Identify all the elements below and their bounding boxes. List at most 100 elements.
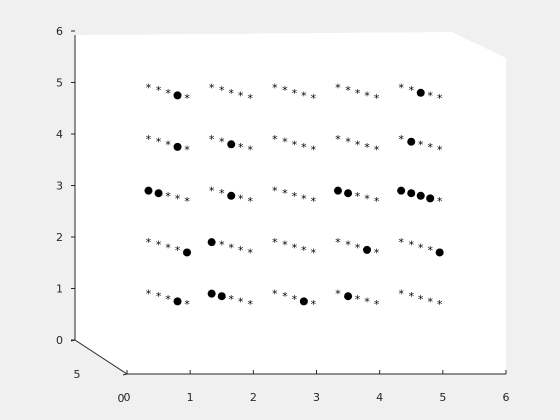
data-point-asterisk: *	[417, 293, 424, 306]
data-point-asterisk: *	[184, 143, 191, 156]
data-point-asterisk: *	[436, 298, 443, 311]
y-tick-label: 1	[56, 283, 63, 296]
data-point-asterisk: *	[398, 236, 405, 249]
depth-axis: 05	[70, 339, 128, 405]
data-point-asterisk: *	[436, 92, 443, 105]
data-point-asterisk: *	[291, 138, 298, 151]
data-point-asterisk: *	[184, 195, 191, 208]
data-point-asterisk: *	[237, 244, 244, 257]
data-point-asterisk: *	[155, 136, 162, 149]
data-point-circle	[397, 186, 406, 195]
data-point-asterisk: *	[145, 288, 152, 301]
x-tick-label: 4	[376, 391, 383, 404]
data-point-circle	[207, 289, 216, 298]
data-point-asterisk: *	[174, 244, 181, 257]
data-point-asterisk: *	[218, 136, 225, 149]
data-point-asterisk: *	[184, 298, 191, 311]
data-point-asterisk: *	[271, 236, 278, 249]
y-tick-label: 3	[56, 180, 63, 193]
data-point-asterisk: *	[271, 82, 278, 95]
y-axis: 0 1 2 3 4 5 6	[56, 25, 75, 347]
data-point-asterisk: *	[354, 87, 361, 100]
data-point-asterisk: *	[165, 87, 172, 100]
data-point-asterisk: *	[184, 92, 191, 105]
data-point-asterisk: *	[364, 192, 371, 205]
y-tick-label: 4	[56, 128, 63, 141]
data-point-asterisk: *	[155, 84, 162, 97]
data-point-asterisk: *	[145, 236, 152, 249]
data-point-asterisk: *	[218, 239, 225, 252]
data-point-asterisk: *	[354, 138, 361, 151]
data-point-asterisk: *	[373, 195, 380, 208]
data-point-asterisk: *	[291, 293, 298, 306]
data-point-asterisk: *	[408, 84, 415, 97]
data-point-asterisk: *	[310, 298, 317, 311]
data-point-asterisk: *	[335, 236, 342, 249]
data-point-asterisk: *	[155, 290, 162, 303]
data-point-asterisk: *	[427, 141, 434, 154]
data-point-asterisk: *	[417, 138, 424, 151]
data-point-asterisk: *	[345, 239, 352, 252]
data-point-asterisk: *	[271, 133, 278, 146]
data-point-asterisk: *	[165, 190, 172, 203]
data-point-circle	[299, 297, 308, 306]
data-point-circle	[407, 189, 416, 198]
data-point-asterisk: *	[301, 244, 308, 257]
data-point-asterisk: *	[247, 92, 254, 105]
depth-tick-label: 0	[118, 392, 125, 405]
data-point-asterisk: *	[165, 241, 172, 254]
data-point-asterisk: *	[218, 187, 225, 200]
data-point-asterisk: *	[310, 92, 317, 105]
data-point-asterisk: *	[247, 195, 254, 208]
data-point-circle	[207, 238, 216, 247]
data-point-asterisk: *	[291, 87, 298, 100]
data-point-asterisk: *	[271, 185, 278, 198]
data-point-asterisk: *	[282, 290, 289, 303]
data-point-asterisk: *	[373, 143, 380, 156]
data-point-circle	[173, 297, 182, 306]
data-point-asterisk: *	[208, 82, 215, 95]
data-point-asterisk: *	[301, 141, 308, 154]
data-point-asterisk: *	[398, 288, 405, 301]
data-point-asterisk: *	[354, 190, 361, 203]
depth-tick-label: 5	[74, 368, 81, 381]
data-point-asterisk: *	[247, 143, 254, 156]
data-point-asterisk: *	[335, 288, 342, 301]
plot-box	[75, 32, 506, 374]
data-point-circle	[344, 189, 353, 198]
data-point-asterisk: *	[364, 141, 371, 154]
data-point-asterisk: *	[417, 241, 424, 254]
data-point-asterisk: *	[364, 295, 371, 308]
data-point-asterisk: *	[208, 133, 215, 146]
data-point-circle	[217, 292, 226, 301]
data-point-asterisk: *	[364, 89, 371, 102]
data-point-asterisk: *	[247, 246, 254, 259]
data-point-asterisk: *	[228, 241, 235, 254]
y-tick-label: 0	[56, 334, 63, 347]
data-point-asterisk: *	[145, 82, 152, 95]
data-point-asterisk: *	[373, 246, 380, 259]
data-point-circle	[173, 142, 182, 151]
data-point-asterisk: *	[354, 293, 361, 306]
data-point-asterisk: *	[354, 241, 361, 254]
data-point-asterisk: *	[282, 84, 289, 97]
data-point-asterisk: *	[165, 138, 172, 151]
data-point-asterisk: *	[282, 187, 289, 200]
data-point-circle	[435, 248, 444, 257]
data-point-asterisk: *	[218, 84, 225, 97]
data-point-asterisk: *	[237, 89, 244, 102]
data-point-circle	[154, 189, 163, 198]
data-point-asterisk: *	[310, 246, 317, 259]
data-point-asterisk: *	[291, 190, 298, 203]
data-point-asterisk: *	[408, 239, 415, 252]
data-point-circle	[426, 194, 435, 203]
data-point-circle	[173, 91, 182, 100]
data-point-asterisk: *	[427, 244, 434, 257]
data-point-asterisk: *	[291, 241, 298, 254]
data-points: * * * * * * * * * * * * * * * * * * * * * * * * * * * * * * * * * * * * * * * *…	[144, 82, 444, 311]
data-point-asterisk: *	[174, 192, 181, 205]
data-point-asterisk: *	[228, 87, 235, 100]
data-point-asterisk: *	[373, 92, 380, 105]
